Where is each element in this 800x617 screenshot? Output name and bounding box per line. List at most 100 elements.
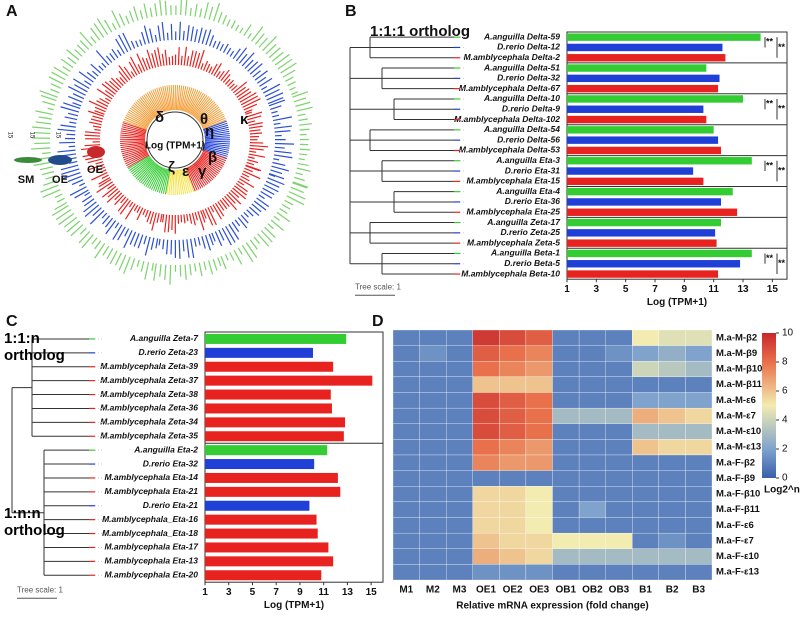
heatmap-cell	[606, 330, 633, 346]
bar	[205, 501, 309, 511]
heatmap-cell	[685, 471, 712, 487]
heatmap-cell	[632, 393, 659, 409]
expression-dash	[95, 241, 101, 249]
expression-dash	[230, 252, 234, 260]
heatmap-cell	[499, 564, 526, 580]
heatmap-cell	[499, 455, 526, 471]
expression-dash	[77, 45, 85, 53]
heatmap-cell	[393, 361, 420, 377]
bar	[205, 459, 314, 469]
heatmap-cell	[499, 330, 526, 346]
heatmap-cell	[659, 455, 686, 471]
heatmap-cell	[420, 377, 447, 393]
heatmap-cell	[659, 424, 686, 440]
category-label: M.amblycephala Eta-25	[466, 207, 560, 217]
category-label: M.amblycephala Beta-10	[461, 268, 560, 278]
expression-dash	[290, 87, 296, 90]
expression-dash	[238, 248, 242, 255]
expression-dash	[92, 116, 102, 119]
bar	[205, 376, 372, 386]
heatmap-cell	[632, 455, 659, 471]
expression-dash	[281, 63, 297, 73]
expression-dash	[95, 243, 105, 258]
heatmap-cell	[420, 502, 447, 518]
expression-dash	[195, 4, 197, 17]
expression-dash	[249, 130, 260, 131]
expression-dash	[222, 228, 231, 245]
row-label: M.a-M-β11	[716, 379, 763, 390]
category-label: D.rerio Eta-32	[143, 458, 199, 468]
heatmap-cell	[685, 361, 712, 377]
expression-dash	[248, 33, 252, 38]
row-label: M.a-F-ε6	[716, 520, 754, 531]
expression-dash	[124, 230, 132, 248]
expression-dash	[247, 162, 254, 164]
expression-dash	[138, 235, 143, 248]
heatmap-cell	[420, 533, 447, 549]
category-label: M.amblycephala_Eta-18	[102, 528, 198, 538]
category-label: M.amblycephala Eta-21	[104, 486, 198, 496]
heatmap-cell	[685, 549, 712, 565]
heatmap-cell	[553, 455, 580, 471]
expression-dash	[275, 54, 289, 65]
expression-dash	[221, 256, 226, 269]
expression-dash	[229, 224, 239, 239]
expression-dash	[157, 213, 159, 222]
row-label: M.a-M-β9	[716, 348, 757, 359]
expression-dash	[205, 209, 212, 226]
expression-dash	[179, 240, 180, 259]
expression-dash	[248, 62, 258, 72]
expression-dash	[110, 53, 115, 60]
heatmap-cell	[499, 471, 526, 487]
expression-dash	[248, 121, 255, 123]
colorbar	[762, 333, 776, 478]
row-label: M.a-M-ε13	[716, 442, 761, 453]
expression-dash	[119, 14, 124, 26]
category-label: M.amblycephala Eta-15	[466, 176, 560, 186]
column-label: B3	[692, 585, 705, 596]
expression-dash	[255, 71, 267, 80]
category-label: M.amblycephala Zeta-5	[467, 237, 560, 247]
heatmap-cell	[553, 361, 580, 377]
expression-dash	[250, 148, 264, 150]
expression-dash	[259, 38, 267, 47]
heatmap-cell	[473, 346, 500, 362]
heatmap-cell	[553, 502, 580, 518]
expression-dash	[119, 255, 126, 270]
expression-dash	[124, 67, 132, 78]
tissue-label: OE	[87, 164, 103, 176]
heatmap-cell	[685, 564, 712, 580]
heatmap-cell	[579, 361, 606, 377]
expression-dash	[156, 238, 158, 248]
clade-label: β	[208, 149, 217, 166]
expression-dash	[293, 182, 308, 187]
expression-dash	[129, 11, 133, 22]
expression-dash	[244, 212, 248, 217]
expression-dash	[131, 41, 134, 49]
heatmap-cell	[446, 486, 473, 502]
expression-dash	[222, 198, 229, 207]
expression-dash	[198, 211, 204, 230]
expression-dash	[180, 22, 181, 40]
expression-dash	[31, 148, 50, 149]
expression-dash	[106, 56, 111, 63]
expression-dash	[202, 30, 206, 44]
expression-dash	[249, 151, 256, 152]
heatmap-cell	[393, 533, 420, 549]
heatmap-cell	[579, 471, 606, 487]
heatmap-cell	[393, 549, 420, 565]
expression-dash	[91, 119, 102, 122]
expression-dash	[68, 57, 76, 63]
heatmap-cell	[659, 486, 686, 502]
category-label: M.amblycephala Zeta-35	[100, 431, 198, 441]
expression-dash	[113, 225, 122, 240]
heatmap-cell	[579, 502, 606, 518]
expression-dash	[213, 259, 217, 270]
heatmap-cell	[526, 455, 553, 471]
x-tick-label: 7	[273, 587, 279, 598]
expression-dash	[236, 48, 246, 61]
heatmap-cell	[420, 564, 447, 580]
heatmap-cell	[632, 564, 659, 580]
expression-dash	[257, 198, 269, 207]
colorbar-tick-label: 8	[782, 357, 788, 368]
